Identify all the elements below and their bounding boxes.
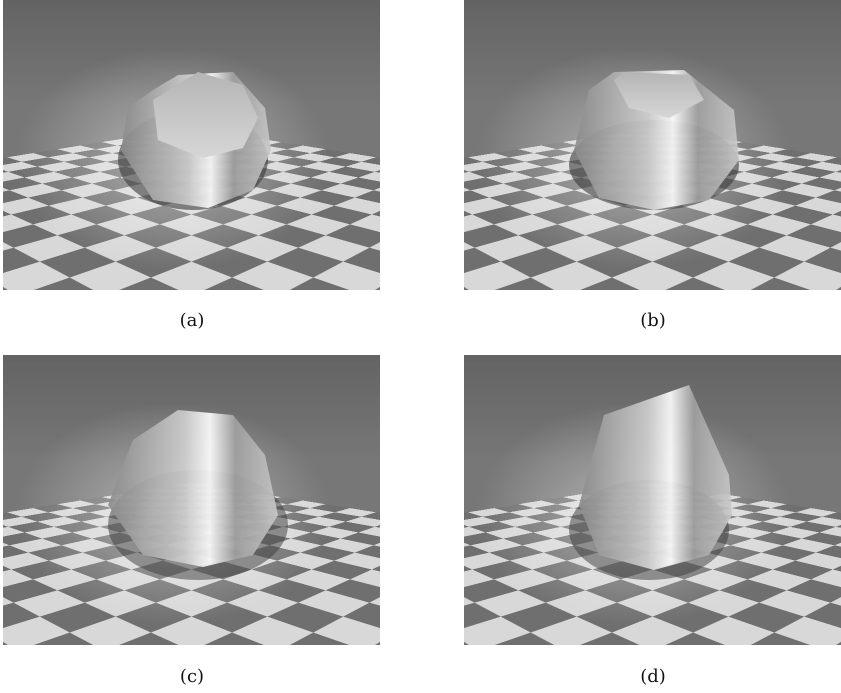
caption: (d) — [640, 666, 666, 687]
shape — [108, 410, 278, 567]
shape-top — [153, 72, 258, 158]
object — [569, 70, 739, 210]
shape — [574, 70, 739, 210]
shape — [579, 385, 732, 570]
render-panel — [464, 0, 841, 290]
shape-top — [614, 72, 704, 118]
render-panel — [464, 355, 841, 645]
object — [108, 410, 288, 580]
object — [118, 72, 271, 210]
caption: (a) — [179, 310, 205, 331]
object — [569, 385, 732, 580]
caption: (c) — [179, 666, 205, 687]
render-panel — [3, 0, 380, 290]
caption: (b) — [640, 310, 666, 331]
render-panel — [3, 355, 380, 645]
